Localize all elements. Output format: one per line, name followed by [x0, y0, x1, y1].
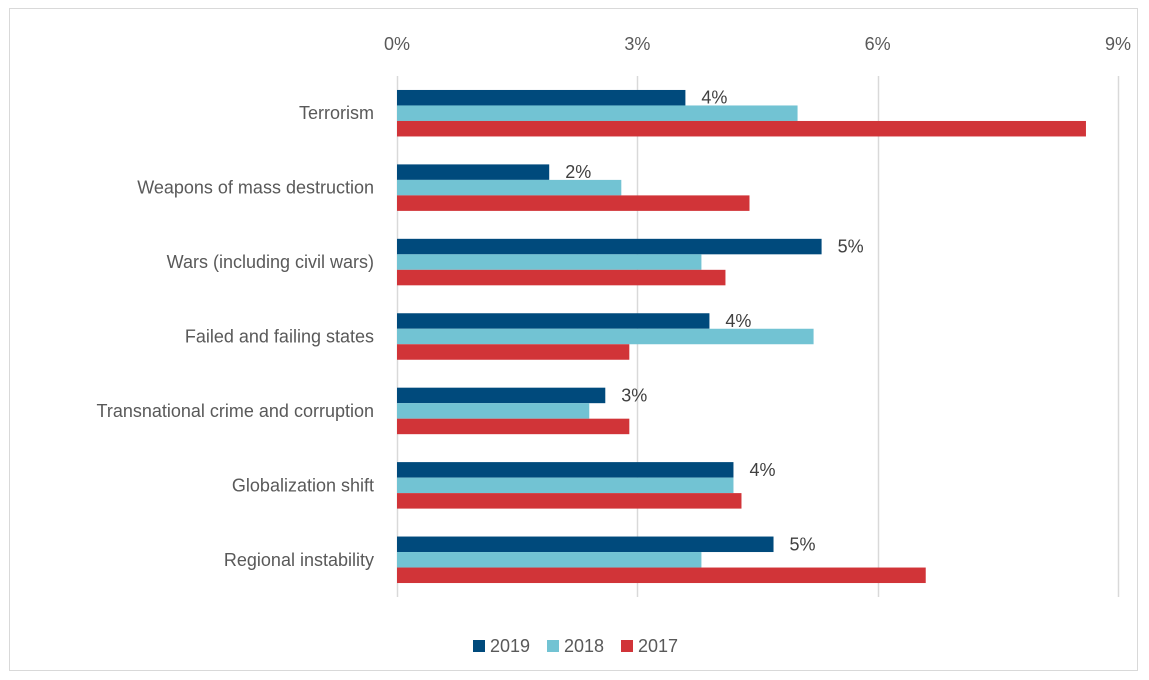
bar-2018	[397, 179, 622, 196]
data-label: 4%	[725, 311, 751, 331]
bar-2017	[397, 493, 742, 509]
chart-frame	[9, 8, 1138, 671]
x-tick-label: 0%	[384, 34, 410, 54]
data-label: 2%	[565, 162, 591, 182]
category-labels: Terrorism Weapons of mass destruction Wars…	[97, 103, 374, 570]
legend-swatch	[473, 640, 485, 652]
category-label: Failed and failing states	[185, 327, 374, 347]
bar-2017	[397, 269, 726, 286]
bar-2018	[397, 105, 798, 121]
bar-2017	[397, 195, 750, 211]
data-label: 4%	[701, 88, 727, 108]
bar-2019	[397, 462, 734, 478]
x-tick-label: 9%	[1105, 34, 1131, 54]
bar-2019	[397, 313, 710, 329]
legend-item-2018: 2018	[547, 636, 604, 656]
x-tick-label: 3%	[624, 34, 650, 54]
legend-label: 2017	[638, 636, 678, 656]
legend-swatch	[621, 640, 633, 652]
bar-2018	[397, 552, 702, 568]
legend-label: 2018	[564, 636, 604, 656]
legend-swatch	[547, 640, 559, 652]
data-label: 3%	[621, 385, 647, 405]
legend-item-2019: 2019	[473, 636, 530, 656]
bar-2019	[397, 387, 606, 404]
bar-2017	[397, 567, 926, 584]
legend: 2019 2018 2017	[473, 636, 678, 656]
bar-2017	[397, 120, 1086, 137]
bar-2018	[397, 403, 590, 419]
bar-2018	[397, 254, 702, 270]
data-label: 5%	[790, 534, 816, 554]
data-label: 4%	[749, 460, 775, 480]
bar-2018	[397, 477, 734, 494]
bar-2018	[397, 328, 814, 345]
category-label: Weapons of mass destruction	[137, 178, 374, 198]
bars	[397, 89, 1086, 584]
data-label: 5%	[838, 237, 864, 257]
bar-2017	[397, 344, 630, 360]
x-tick-label: 6%	[865, 34, 891, 54]
bar-2019	[397, 536, 774, 553]
legend-label: 2019	[490, 636, 530, 656]
legend-item-2017: 2017	[621, 636, 678, 656]
bar-2019	[397, 89, 686, 106]
category-label: Globalization shift	[232, 475, 374, 495]
category-label: Regional instability	[224, 550, 374, 570]
x-axis-tick-labels: 0% 3% 6% 9%	[384, 34, 1131, 54]
data-labels: 4% 2% 5% 4% 3% 4% 5%	[565, 88, 863, 555]
category-label: Wars (including civil wars)	[167, 252, 374, 272]
bar-2017	[397, 418, 630, 435]
category-label: Terrorism	[299, 103, 374, 123]
bar-2019	[397, 164, 550, 180]
bar-2019	[397, 238, 822, 255]
category-label: Transnational crime and corruption	[97, 401, 374, 421]
